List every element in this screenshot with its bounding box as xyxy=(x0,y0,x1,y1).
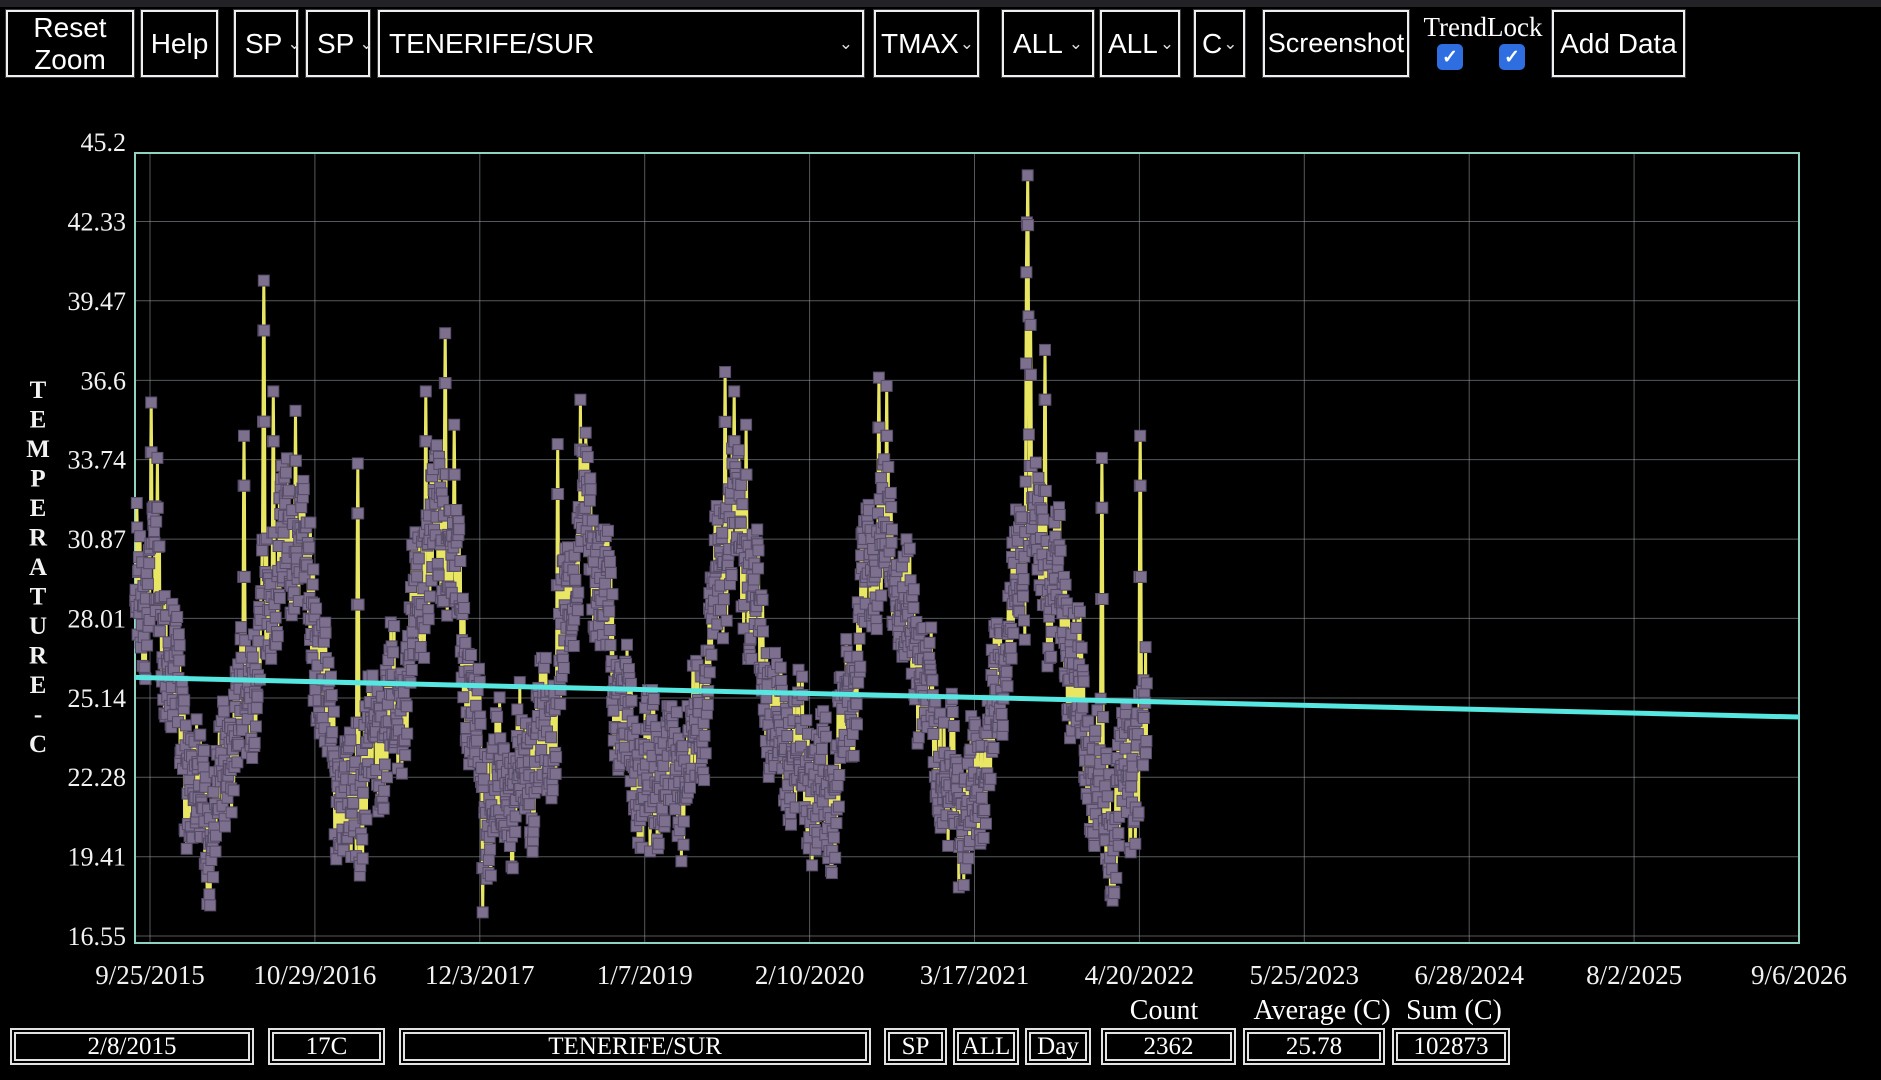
sum-value-box: 102873 xyxy=(1392,1028,1510,1065)
svg-text:M: M xyxy=(26,436,50,463)
chevron-down-icon: ⌄ xyxy=(359,33,374,53)
unit-select-value: C xyxy=(1202,27,1223,59)
svg-text:45.2: 45.2 xyxy=(81,128,127,157)
selected-temp-box: 17C xyxy=(268,1028,385,1065)
country-select-value: SP xyxy=(245,27,283,59)
temperature-series-markers xyxy=(129,169,1153,919)
selected-date-box: 2/8/2015 xyxy=(10,1028,254,1065)
x-axis-labels: 9/25/2015 10/29/2016 12/3/2017 1/7/2019 2/10… xyxy=(95,960,1847,990)
chevron-down-icon: ⌄ xyxy=(287,33,302,53)
chevron-down-icon: ⌄ xyxy=(838,33,853,53)
station-select-value: TENERIFE/SUR xyxy=(389,27,595,59)
svg-text:4/20/2022: 4/20/2022 xyxy=(1085,960,1195,990)
month-filter-value: ALL xyxy=(1013,27,1063,59)
svg-text:R: R xyxy=(29,525,48,552)
svg-text:5/25/2023: 5/25/2023 xyxy=(1250,960,1360,990)
svg-text:E: E xyxy=(30,672,47,699)
province-select[interactable]: SP ⌄ xyxy=(306,10,374,77)
svg-text:-: - xyxy=(34,702,42,729)
svg-text:28.01: 28.01 xyxy=(68,604,127,633)
svg-text:6/28/2024: 6/28/2024 xyxy=(1414,960,1524,990)
svg-text:9/6/2026: 9/6/2026 xyxy=(1751,960,1847,990)
reset-zoom-button[interactable]: Reset Zoom xyxy=(6,10,134,77)
plot-border xyxy=(134,152,1800,944)
chevron-down-icon: ⌄ xyxy=(1223,33,1238,53)
svg-text:P: P xyxy=(30,466,45,493)
year-filter-select[interactable]: ALL ⌄ xyxy=(1100,10,1180,77)
average-value-box: 25.78 xyxy=(1243,1028,1385,1065)
svg-text:U: U xyxy=(29,613,47,640)
svg-text:E: E xyxy=(30,407,47,434)
chevron-down-icon: ⌄ xyxy=(959,33,975,53)
svg-text:3/17/2021: 3/17/2021 xyxy=(920,960,1030,990)
svg-text:36.6: 36.6 xyxy=(81,366,127,395)
country-readout-box: SP xyxy=(884,1028,947,1065)
svg-text:42.33: 42.33 xyxy=(68,208,127,237)
svg-text:22.28: 22.28 xyxy=(68,763,127,792)
window-top-strip xyxy=(0,0,1881,7)
svg-text:8/2/2025: 8/2/2025 xyxy=(1586,960,1682,990)
svg-text:16.55: 16.55 xyxy=(68,922,127,951)
screenshot-button[interactable]: Screenshot xyxy=(1263,10,1409,77)
trendlock-checkbox-2[interactable]: ✓ xyxy=(1499,44,1525,70)
svg-text:39.47: 39.47 xyxy=(68,287,127,316)
svg-text:C: C xyxy=(29,731,47,758)
trendlock-label: TrendLock xyxy=(1423,12,1543,42)
count-value-box: 2362 xyxy=(1101,1028,1236,1065)
unit-select[interactable]: C ⌄ xyxy=(1194,10,1245,77)
svg-text:R: R xyxy=(29,643,48,670)
sum-header: Sum (C) xyxy=(1406,995,1502,1026)
metric-select[interactable]: TMAX ⌄ xyxy=(874,10,979,77)
add-data-button[interactable]: Add Data xyxy=(1552,10,1685,77)
svg-text:2/10/2020: 2/10/2020 xyxy=(755,960,865,990)
svg-text:A: A xyxy=(29,554,47,581)
province-select-value: SP xyxy=(317,27,355,59)
metric-select-value: TMAX xyxy=(881,27,959,59)
filter-readout-box: ALL xyxy=(953,1028,1019,1065)
trend-line xyxy=(134,674,1800,720)
svg-text:E: E xyxy=(30,495,47,522)
check-icon: ✓ xyxy=(1442,46,1458,68)
chevron-down-icon: ⌄ xyxy=(1068,33,1083,53)
svg-text:12/3/2017: 12/3/2017 xyxy=(425,960,535,990)
station-select[interactable]: TENERIFE/SUR ⌄ xyxy=(378,10,864,77)
average-header: Average (C) xyxy=(1253,995,1391,1026)
count-header: Count xyxy=(1129,995,1199,1026)
resolution-readout-box: Day xyxy=(1025,1028,1091,1065)
trendlock-checkbox-1[interactable]: ✓ xyxy=(1437,44,1463,70)
check-icon: ✓ xyxy=(1504,46,1520,68)
svg-text:30.87: 30.87 xyxy=(68,525,127,554)
svg-text:9/25/2015: 9/25/2015 xyxy=(95,960,205,990)
svg-text:1/7/2019: 1/7/2019 xyxy=(597,960,693,990)
svg-text:10/29/2016: 10/29/2016 xyxy=(253,960,376,990)
svg-text:T: T xyxy=(30,377,47,404)
year-filter-value: ALL xyxy=(1108,27,1158,59)
help-button[interactable]: Help xyxy=(141,10,218,77)
svg-text:19.41: 19.41 xyxy=(68,843,127,872)
svg-text:T: T xyxy=(30,584,47,611)
month-filter-select[interactable]: ALL ⌄ xyxy=(1002,10,1094,77)
svg-text:33.74: 33.74 xyxy=(68,446,127,475)
svg-text:25.14: 25.14 xyxy=(68,684,127,713)
country-select[interactable]: SP ⌄ xyxy=(234,10,302,77)
station-readout-box: TENERIFE/SUR xyxy=(399,1028,871,1065)
chevron-down-icon: ⌄ xyxy=(1159,33,1175,53)
y-axis-labels: 45.2 42.33 39.47 36.6 33.74 30.87 28.01 25.14 22… xyxy=(68,128,127,951)
